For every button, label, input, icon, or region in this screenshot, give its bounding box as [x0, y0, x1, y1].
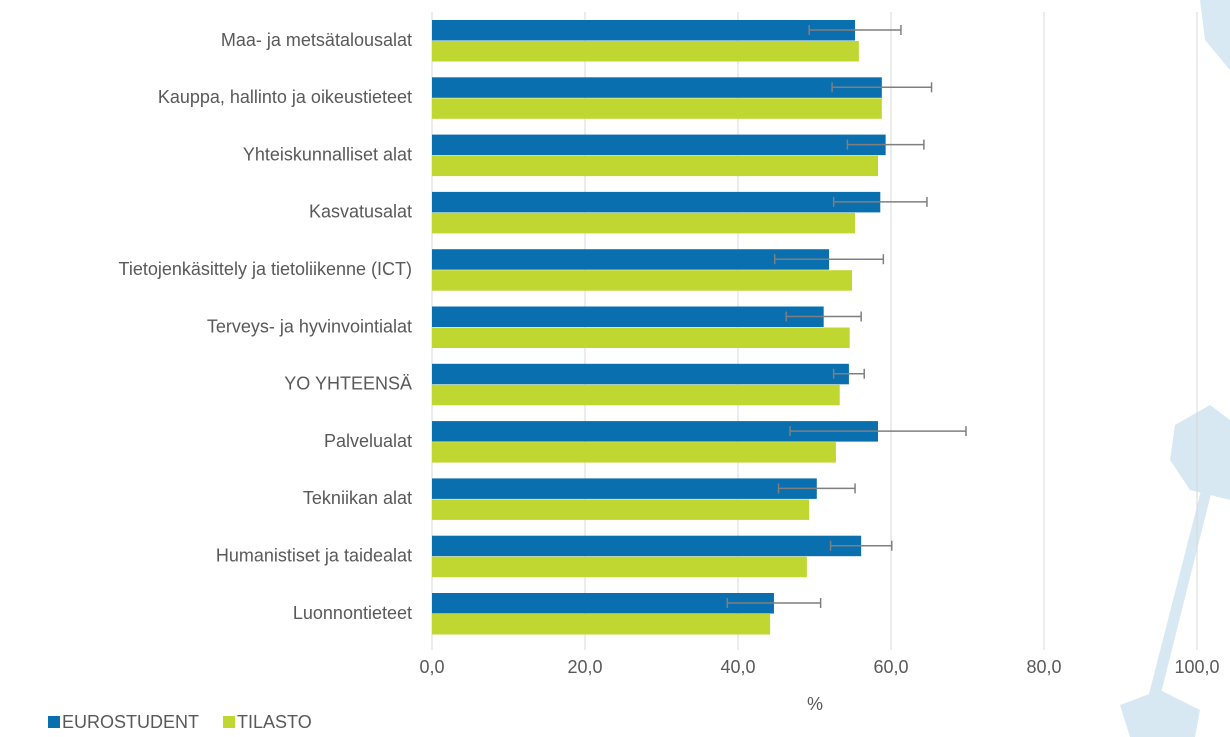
bar	[432, 98, 882, 119]
error-bar	[832, 196, 928, 207]
y-tick-label: Yhteiskunnalliset alat	[243, 144, 412, 164]
y-tick-label: YO YHTEENSÄ	[284, 374, 412, 394]
legend-swatch	[223, 716, 236, 728]
bar	[432, 593, 774, 614]
decoration	[1138, 475, 1215, 737]
bar	[432, 249, 830, 270]
x-tick-label: 60,0	[873, 657, 908, 677]
y-tick-label: Terveys- ja hyvinvointialat	[207, 316, 412, 336]
bar	[432, 134, 886, 156]
error-bar	[808, 25, 902, 35]
y-tick-label: Kasvatusalat	[309, 202, 412, 222]
error-bar	[831, 82, 933, 93]
legend-swatch	[48, 716, 60, 728]
bar	[432, 77, 882, 98]
error-bar	[829, 540, 893, 551]
y-tick-label: Luonnontieteet	[293, 603, 412, 623]
bar	[432, 421, 878, 442]
bar	[432, 41, 859, 62]
y-tick-label: Maa- ja metsätalousalat	[221, 30, 412, 50]
error-bar	[832, 368, 865, 379]
bar	[432, 442, 836, 463]
y-tick-label: Kauppa, hallinto ja oikeustieteet	[158, 87, 412, 107]
decoration	[1170, 405, 1230, 500]
x-tick-label: 20,0	[567, 657, 602, 677]
decoration	[1200, 0, 1230, 70]
bar	[432, 614, 771, 635]
y-tick-label: Humanistiset ja taidealat	[216, 545, 412, 565]
error-bar	[726, 598, 822, 608]
bar	[432, 535, 862, 557]
bar	[432, 327, 850, 348]
decoration	[1120, 690, 1200, 737]
legend-label: TILASTO	[237, 712, 312, 732]
error-bar	[846, 139, 925, 150]
x-tick-label: 0,0	[419, 657, 444, 677]
x-tick-label: 80,0	[1026, 657, 1061, 677]
bar	[432, 191, 881, 213]
x-axis-title: %	[807, 694, 823, 714]
y-tick-label: Palvelualat	[324, 431, 412, 451]
error-bar	[777, 483, 856, 494]
error-bar	[785, 311, 862, 322]
background-decoration	[1120, 0, 1230, 737]
bar	[432, 478, 817, 499]
x-tick-label: 40,0	[720, 657, 755, 677]
bar	[432, 212, 856, 234]
bar	[432, 20, 856, 41]
error-bar	[789, 426, 967, 437]
legend-label: EUROSTUDENT	[62, 712, 199, 732]
bar	[432, 270, 852, 291]
bar	[432, 363, 849, 385]
bar	[432, 306, 824, 327]
bar	[432, 556, 807, 578]
bar	[432, 155, 878, 177]
bar	[432, 384, 840, 406]
bar	[432, 499, 810, 520]
y-tick-label: Tietojenkäsittely ja tietoliikenne (ICT)	[119, 259, 412, 279]
y-tick-label: Tekniikan alat	[303, 488, 412, 508]
x-tick-label: 100,0	[1174, 657, 1219, 677]
error-bar	[773, 254, 885, 265]
